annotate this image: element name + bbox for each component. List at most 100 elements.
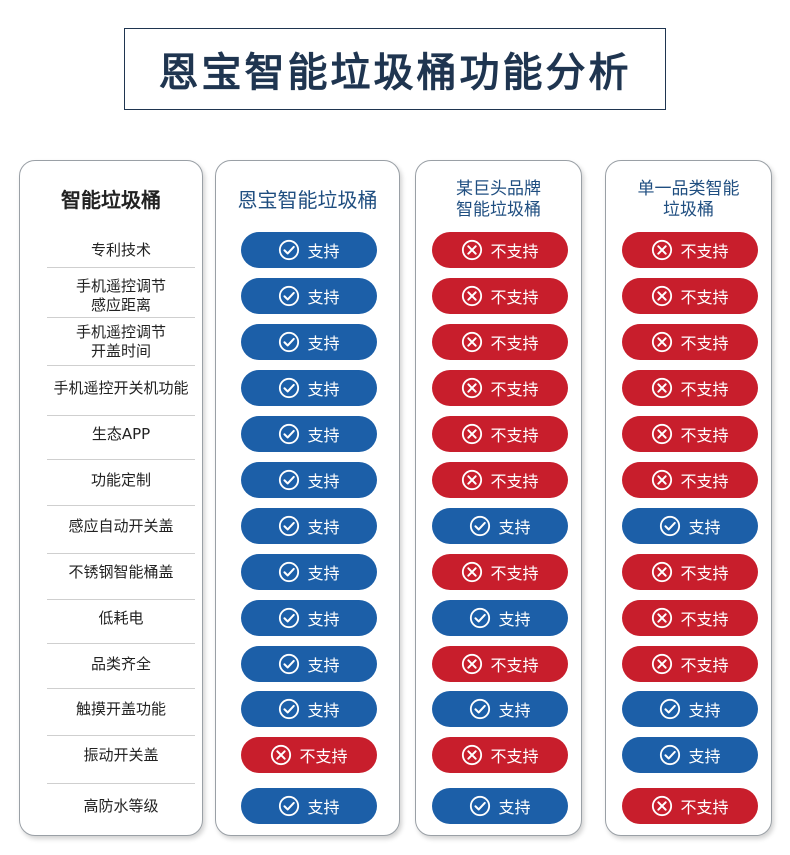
feature-label-line: 手机遥控调节 xyxy=(75,323,166,341)
giant-status-pill: 不支持 xyxy=(432,232,568,268)
status-label: 不支持 xyxy=(490,747,539,766)
feature-label: 不锈钢智能桶盖 xyxy=(47,561,195,584)
enbao-status-pill: 支持 xyxy=(241,508,377,544)
status-label: 支持 xyxy=(307,564,340,583)
row-divider xyxy=(47,317,195,318)
x-circle-icon xyxy=(271,744,292,766)
status-label: 支持 xyxy=(307,334,340,353)
feature-label-line: 功能定制 xyxy=(90,470,151,489)
check-circle-icon xyxy=(279,377,300,399)
feature-label: 品类齐全 xyxy=(47,653,195,676)
features-column: 智能垃圾桶 专利技术 手机遥控调节 感应距离 手机遥控调节 开盖时间 手机遥控开关机功能生… xyxy=(19,160,203,836)
status-label: 支持 xyxy=(688,701,721,720)
single-status-pill: 不支持 xyxy=(622,788,758,824)
enbao-status-pill: 支持 xyxy=(241,232,377,268)
x-circle-icon xyxy=(652,469,673,491)
feature-label-text: 高防水等级 xyxy=(83,797,158,816)
x-circle-icon xyxy=(652,795,673,817)
status-label: 不支持 xyxy=(490,472,539,491)
status-label: 支持 xyxy=(307,656,340,675)
feature-label-text: 品类齐全 xyxy=(91,655,151,674)
giant-brand-header-line2: 智能垃圾桶 xyxy=(456,200,541,220)
feature-label: 振动开关盖 xyxy=(47,744,195,767)
feature-label: 感应自动开关盖 xyxy=(47,515,195,538)
feature-label-line: 振动开关盖 xyxy=(83,745,159,764)
check-circle-icon xyxy=(279,331,300,353)
row-divider xyxy=(47,735,195,736)
single-status-pill: 支持 xyxy=(622,691,758,727)
giant-status-pill: 不支持 xyxy=(432,646,568,682)
feature-label-text: 手机遥控调节 感应距离 xyxy=(76,277,166,315)
feature-label-text: 触摸开盖功能 xyxy=(76,700,166,719)
single-category-column: 单一品类智能 垃圾桶 不支持 不支持 不支持 不支持 不支持 不支持 支持 不支持 不支持 不支持… xyxy=(605,160,772,836)
x-circle-icon xyxy=(652,285,673,307)
check-circle-icon xyxy=(660,698,681,720)
feature-label-line: 手机遥控开关机功能 xyxy=(53,378,189,397)
feature-label: 触摸开盖功能 xyxy=(47,698,195,721)
status-label: 不支持 xyxy=(490,656,539,675)
enbao-status-pill: 支持 xyxy=(241,278,377,314)
enbao-status-pill: 支持 xyxy=(241,462,377,498)
row-divider xyxy=(47,459,195,460)
feature-label-text: 功能定制 xyxy=(91,471,151,490)
x-circle-icon xyxy=(462,285,483,307)
status-label: 不支持 xyxy=(490,380,539,399)
check-circle-icon xyxy=(279,285,300,307)
x-circle-icon xyxy=(652,377,673,399)
feature-label-text: 专利技术 xyxy=(91,241,151,260)
feature-label: 手机遥控开关机功能 xyxy=(47,377,195,400)
x-circle-icon xyxy=(652,239,673,261)
check-circle-icon xyxy=(470,795,491,817)
row-divider xyxy=(47,643,195,644)
x-circle-icon xyxy=(462,561,483,583)
feature-label-line: 品类齐全 xyxy=(90,654,151,673)
giant-status-pill: 支持 xyxy=(432,508,568,544)
check-circle-icon xyxy=(660,744,681,766)
feature-label-line: 高防水等级 xyxy=(83,796,159,815)
giant-brand-column: 某巨头品牌 智能垃圾桶 不支持 不支持 不支持 不支持 不支持 不支持 支持 不支持 支持 不支持… xyxy=(415,160,582,836)
status-label: 支持 xyxy=(498,610,531,629)
status-label: 不支持 xyxy=(680,380,729,399)
x-circle-icon xyxy=(462,469,483,491)
check-circle-icon xyxy=(279,795,300,817)
single-status-pill: 支持 xyxy=(622,737,758,773)
status-label: 支持 xyxy=(307,701,340,720)
feature-label-text: 手机遥控开关机功能 xyxy=(53,379,188,398)
x-circle-icon xyxy=(462,377,483,399)
check-circle-icon xyxy=(470,698,491,720)
feature-label-line: 不锈钢智能桶盖 xyxy=(68,562,174,581)
status-label: 不支持 xyxy=(680,426,729,445)
status-label: 支持 xyxy=(307,518,340,537)
single-status-pill: 不支持 xyxy=(622,324,758,360)
single-status-pill: 不支持 xyxy=(622,370,758,406)
check-circle-icon xyxy=(279,423,300,445)
features-column-header: 智能垃圾桶 xyxy=(61,187,161,212)
enbao-column-header: 恩宝智能垃圾桶 xyxy=(237,187,378,212)
feature-label-line: 触摸开盖功能 xyxy=(75,699,166,718)
x-circle-icon xyxy=(652,561,673,583)
giant-status-pill: 不支持 xyxy=(432,370,568,406)
check-circle-icon xyxy=(279,239,300,261)
status-label: 支持 xyxy=(688,747,721,766)
status-label: 不支持 xyxy=(680,798,729,817)
single-status-pill: 不支持 xyxy=(622,278,758,314)
row-divider xyxy=(47,505,195,506)
status-label: 支持 xyxy=(498,798,531,817)
feature-label-text: 不锈钢智能桶盖 xyxy=(68,563,173,582)
single-category-header-line1: 单一品类智能 xyxy=(637,179,740,199)
single-category-column-header: 单一品类智能 垃圾桶 xyxy=(606,171,771,229)
row-divider xyxy=(47,688,195,689)
giant-status-pill: 支持 xyxy=(432,788,568,824)
status-label: 支持 xyxy=(498,701,531,720)
feature-label-text: 生态APP xyxy=(92,425,150,444)
feature-label-line: 感应自动开关盖 xyxy=(68,516,174,535)
single-status-pill: 不支持 xyxy=(622,554,758,590)
x-circle-icon xyxy=(462,331,483,353)
x-circle-icon xyxy=(652,607,673,629)
giant-status-pill: 支持 xyxy=(432,600,568,636)
status-label: 不支持 xyxy=(490,288,539,307)
status-label: 不支持 xyxy=(490,564,539,583)
single-category-header-line2: 垃圾桶 xyxy=(663,200,714,220)
x-circle-icon xyxy=(462,423,483,445)
enbao-status-pill: 支持 xyxy=(241,324,377,360)
